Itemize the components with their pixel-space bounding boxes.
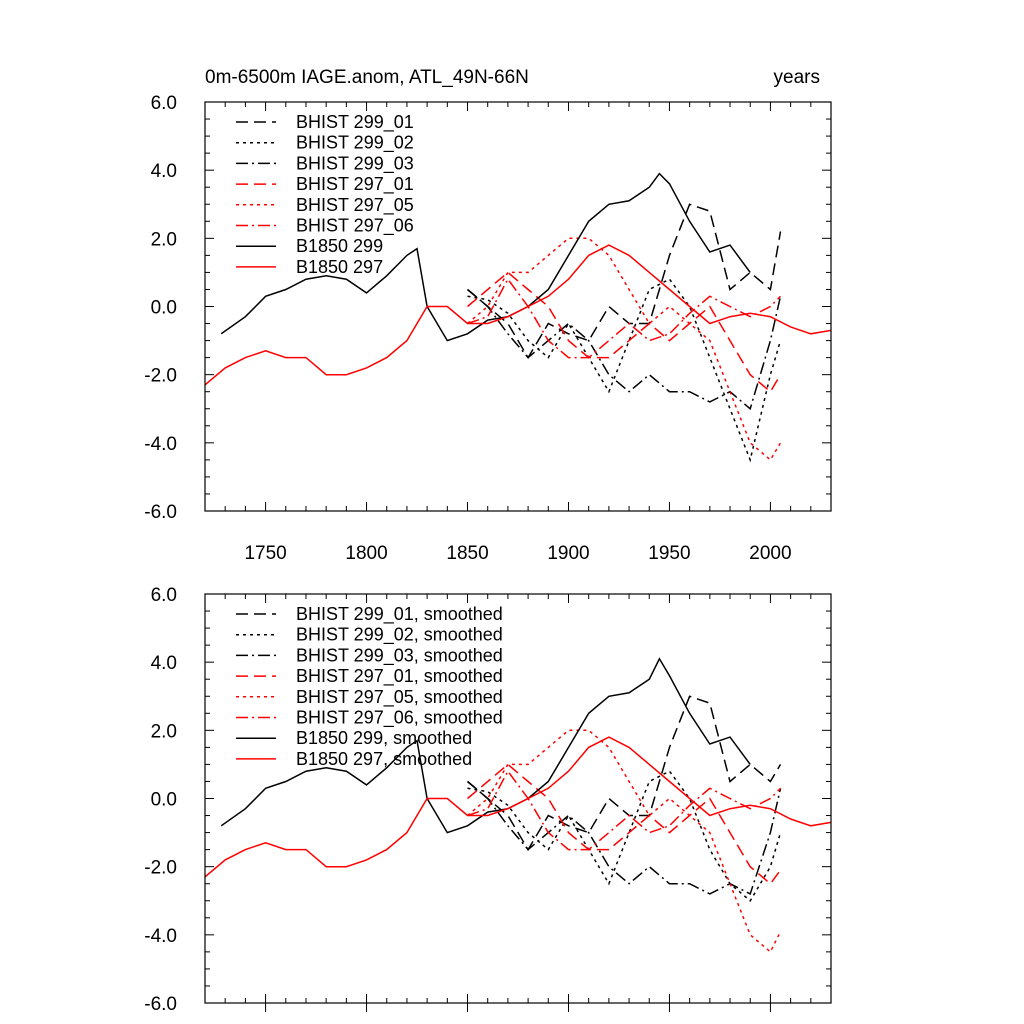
plot-frame xyxy=(204,101,832,512)
top-panel: -6.0 -4.0 -2.0 0.0 2.0 4.0 6.0 1750 1800 1850 1900… xyxy=(144,93,832,564)
legend-label: BHIST 299_03 xyxy=(296,153,414,174)
series-line-bhist-297-05 xyxy=(467,237,782,462)
legend-label: BHIST 297_01 xyxy=(296,174,414,195)
legend-label: BHIST 297_05, smoothed xyxy=(296,687,503,708)
y-tick-label: 2.0 xyxy=(151,721,177,742)
y-tick-label: 2.0 xyxy=(151,229,177,250)
y-tick-label: -2.0 xyxy=(144,858,177,879)
legend-label: BHIST 299_02, smoothed xyxy=(296,625,503,646)
y-tick-label: 6.0 xyxy=(151,585,177,606)
y-tick-label: -4.0 xyxy=(144,926,177,947)
legend-label: B1850 297, smoothed xyxy=(296,749,472,769)
legend-label: BHIST 297_01, smoothed xyxy=(296,666,503,687)
y-tick-label: -6.0 xyxy=(144,994,177,1015)
legend-label: BHIST 299_02 xyxy=(296,133,414,154)
series-line-bhist-297-06 xyxy=(467,277,782,359)
series-line-bhist-297-01-smoothed xyxy=(467,763,782,885)
series-line-bhist-299-01-smoothed xyxy=(467,695,782,852)
y-tick-label: 0.0 xyxy=(151,790,177,811)
x-tick-label: 1850 xyxy=(446,543,488,564)
series-line-bhist-297-06-smoothed xyxy=(467,769,782,851)
y-tick-label: 4.0 xyxy=(151,653,177,674)
x-tick-label: 1750 xyxy=(244,543,286,564)
y-tick-label: -6.0 xyxy=(144,502,177,523)
series-line-b1850-297 xyxy=(205,244,831,386)
legend-label: BHIST 299_01 xyxy=(296,112,414,133)
legend-label: BHIST 299_03, smoothed xyxy=(296,645,503,666)
series-line-bhist-299-02-smoothed xyxy=(467,770,782,902)
legend-label: BHIST 299_01, smoothed xyxy=(296,604,503,625)
legend-label: B1850 299, smoothed xyxy=(296,728,472,748)
x-tick-label: 1950 xyxy=(648,543,690,564)
plot-frame xyxy=(204,593,832,1004)
y-tick-label: 0.0 xyxy=(151,298,177,319)
legend-label: B1850 299 xyxy=(296,236,383,256)
series-line-b1850-297-smoothed xyxy=(205,736,831,878)
series-line-bhist-299-03-smoothed xyxy=(467,780,782,895)
series-line-bhist-299-03 xyxy=(467,288,782,411)
legend-label: BHIST 297_05 xyxy=(296,195,414,216)
x-tick-label: 1800 xyxy=(345,543,387,564)
series-line-b1850-299-smoothed xyxy=(220,657,751,834)
legend-label: B1850 297 xyxy=(296,257,383,277)
y-tick-label: 6.0 xyxy=(151,93,177,114)
legend-label: BHIST 297_06, smoothed xyxy=(296,708,503,729)
x-tick-label: 2000 xyxy=(749,543,791,564)
panel-1-title: 0m-6500m IAGE.anom, ATL_49N-66N xyxy=(205,67,529,88)
y-tick-label: 4.0 xyxy=(151,161,177,182)
series-line-bhist-297-01 xyxy=(467,271,782,393)
series-line-bhist-299-01 xyxy=(467,203,782,360)
series-line-bhist-297-05-smoothed xyxy=(467,729,782,954)
series-line-bhist-299-02 xyxy=(467,278,782,463)
y-tick-label: -2.0 xyxy=(144,366,177,387)
bottom-panel: -6.0 -4.0 -2.0 0.0 2.0 4.0 6.0 BHIST 299_01, sm… xyxy=(144,585,832,1015)
y-tick-label: -4.0 xyxy=(144,434,177,455)
panel-1-units: years xyxy=(774,67,820,88)
series-line-b1850-299 xyxy=(220,172,751,342)
legend-label: BHIST 297_06 xyxy=(296,216,414,237)
x-tick-label: 1900 xyxy=(547,543,589,564)
